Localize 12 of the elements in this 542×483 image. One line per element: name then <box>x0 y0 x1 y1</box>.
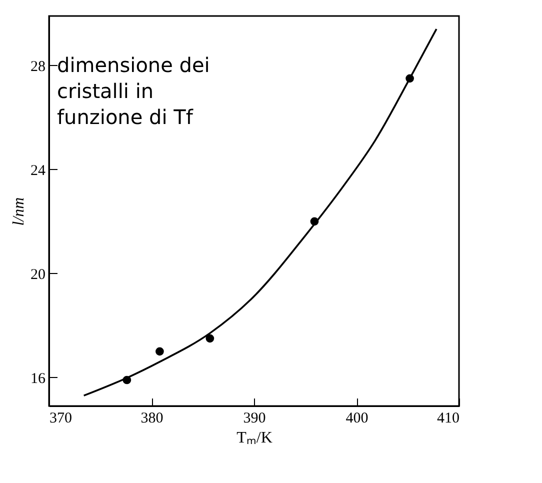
x-tick-label: 410 <box>437 410 460 426</box>
x-tick-label: 380 <box>140 410 164 426</box>
y-tick-label: 28 <box>30 58 46 75</box>
y-axis-title: l/nm <box>10 197 28 226</box>
y-tick-label: 24 <box>30 162 46 179</box>
x-tick-label: 370 <box>50 410 72 426</box>
y-tick-label: 16 <box>30 370 46 387</box>
x-axis-title: Tₘ/K <box>236 430 273 446</box>
x-tick-label: 390 <box>243 410 266 426</box>
y-tick-label: 20 <box>30 266 46 283</box>
annotation: dimensione dei cristalli in funzione di Tf <box>57 53 210 129</box>
x-tick-label: 400 <box>346 410 368 426</box>
